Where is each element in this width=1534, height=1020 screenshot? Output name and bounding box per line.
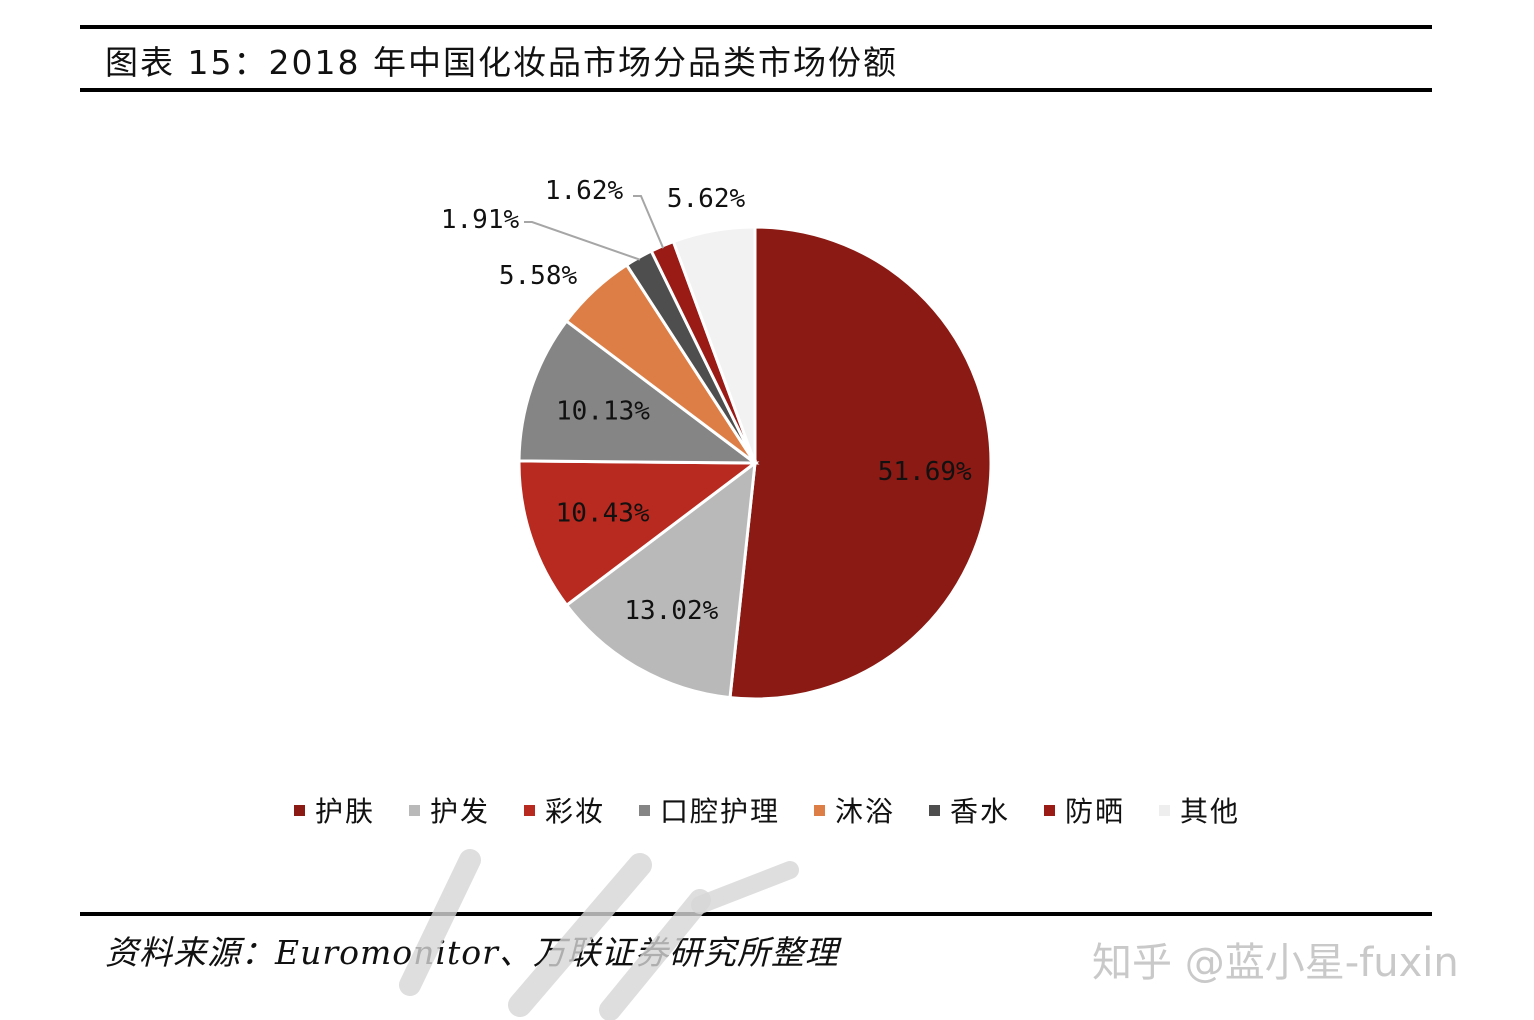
legend-item-1: 护肤 [293,790,375,830]
pie-slice-1 [728,225,993,701]
legend-swatch-3 [523,804,535,816]
legend-swatch-6 [929,804,941,816]
data-label-6: 1.91% [441,205,520,235]
legend-item-6: 香水 [929,790,1010,830]
legend-swatch-8 [1159,804,1171,816]
data-label-2: 13.02% [624,596,718,626]
chart-legend: 护肤 护发 彩妆 口腔护理 沐浴 香水 防晒 其他 [0,790,1534,830]
pie-slice-4 [517,318,760,465]
data-label-5: 5.58% [499,261,578,291]
legend-label-7: 防晒 [1065,795,1126,828]
title-rule [80,88,1432,92]
leader-line-7 [633,195,665,249]
legend-item-3: 彩妆 [523,790,605,830]
legend-label-8: 其他 [1180,795,1241,828]
data-label-4: 10.13% [556,396,650,426]
legend-item-4: 口腔护理 [638,790,780,830]
legend-swatch-7 [1044,804,1056,816]
pie-chart: 51.69% 13.02% 10.43% 10.13% 5.58% 1.91% 1.62% 5… [441,176,993,701]
watermark-text: 知乎 @蓝小星-fuxin [1092,940,1459,986]
data-label-3: 10.43% [556,498,650,528]
pie-slice-3 [517,459,760,608]
legend-swatch-1 [293,804,305,816]
pie-slice-8 [671,225,757,464]
legend-label-1: 护肤 [314,795,375,828]
leader-line-6 [524,221,641,261]
legend-swatch-4 [638,804,650,816]
data-labels: 51.69% 13.02% 10.43% 10.13% 5.58% 1.91% 1.62% 5… [441,176,972,626]
legend-swatch-5 [814,804,825,816]
top-rule [80,25,1432,29]
data-label-8: 5.62% [667,184,746,214]
data-label-1: 51.69% [878,457,972,487]
legend-label-5: 沐浴 [835,795,896,828]
data-label-7: 1.62% [545,176,624,206]
source-rule [80,912,1432,916]
legend-item-7: 防晒 [1044,790,1125,830]
pie-slice-2 [564,459,757,700]
legend-label-4: 口腔护理 [659,795,780,828]
legend-item-5: 沐浴 [814,790,895,830]
legend-label-6: 香水 [950,795,1011,828]
legend-swatch-2 [408,804,420,816]
legend-item-2: 护发 [408,790,490,830]
legend-item-8: 其他 [1159,790,1240,830]
legend-label-3: 彩妆 [544,795,605,828]
source-note: 资料来源：Euromonitor、万联证券研究所整理 [105,933,839,972]
legend-label-2: 护发 [429,795,490,828]
figure-title: 图表 15：2018 年中国化妆品市场分品类市场份额 [105,43,898,82]
label-leader-lines [524,195,665,261]
pie-slices [517,225,993,701]
